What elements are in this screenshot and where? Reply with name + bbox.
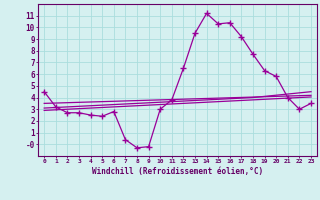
X-axis label: Windchill (Refroidissement éolien,°C): Windchill (Refroidissement éolien,°C) xyxy=(92,167,263,176)
